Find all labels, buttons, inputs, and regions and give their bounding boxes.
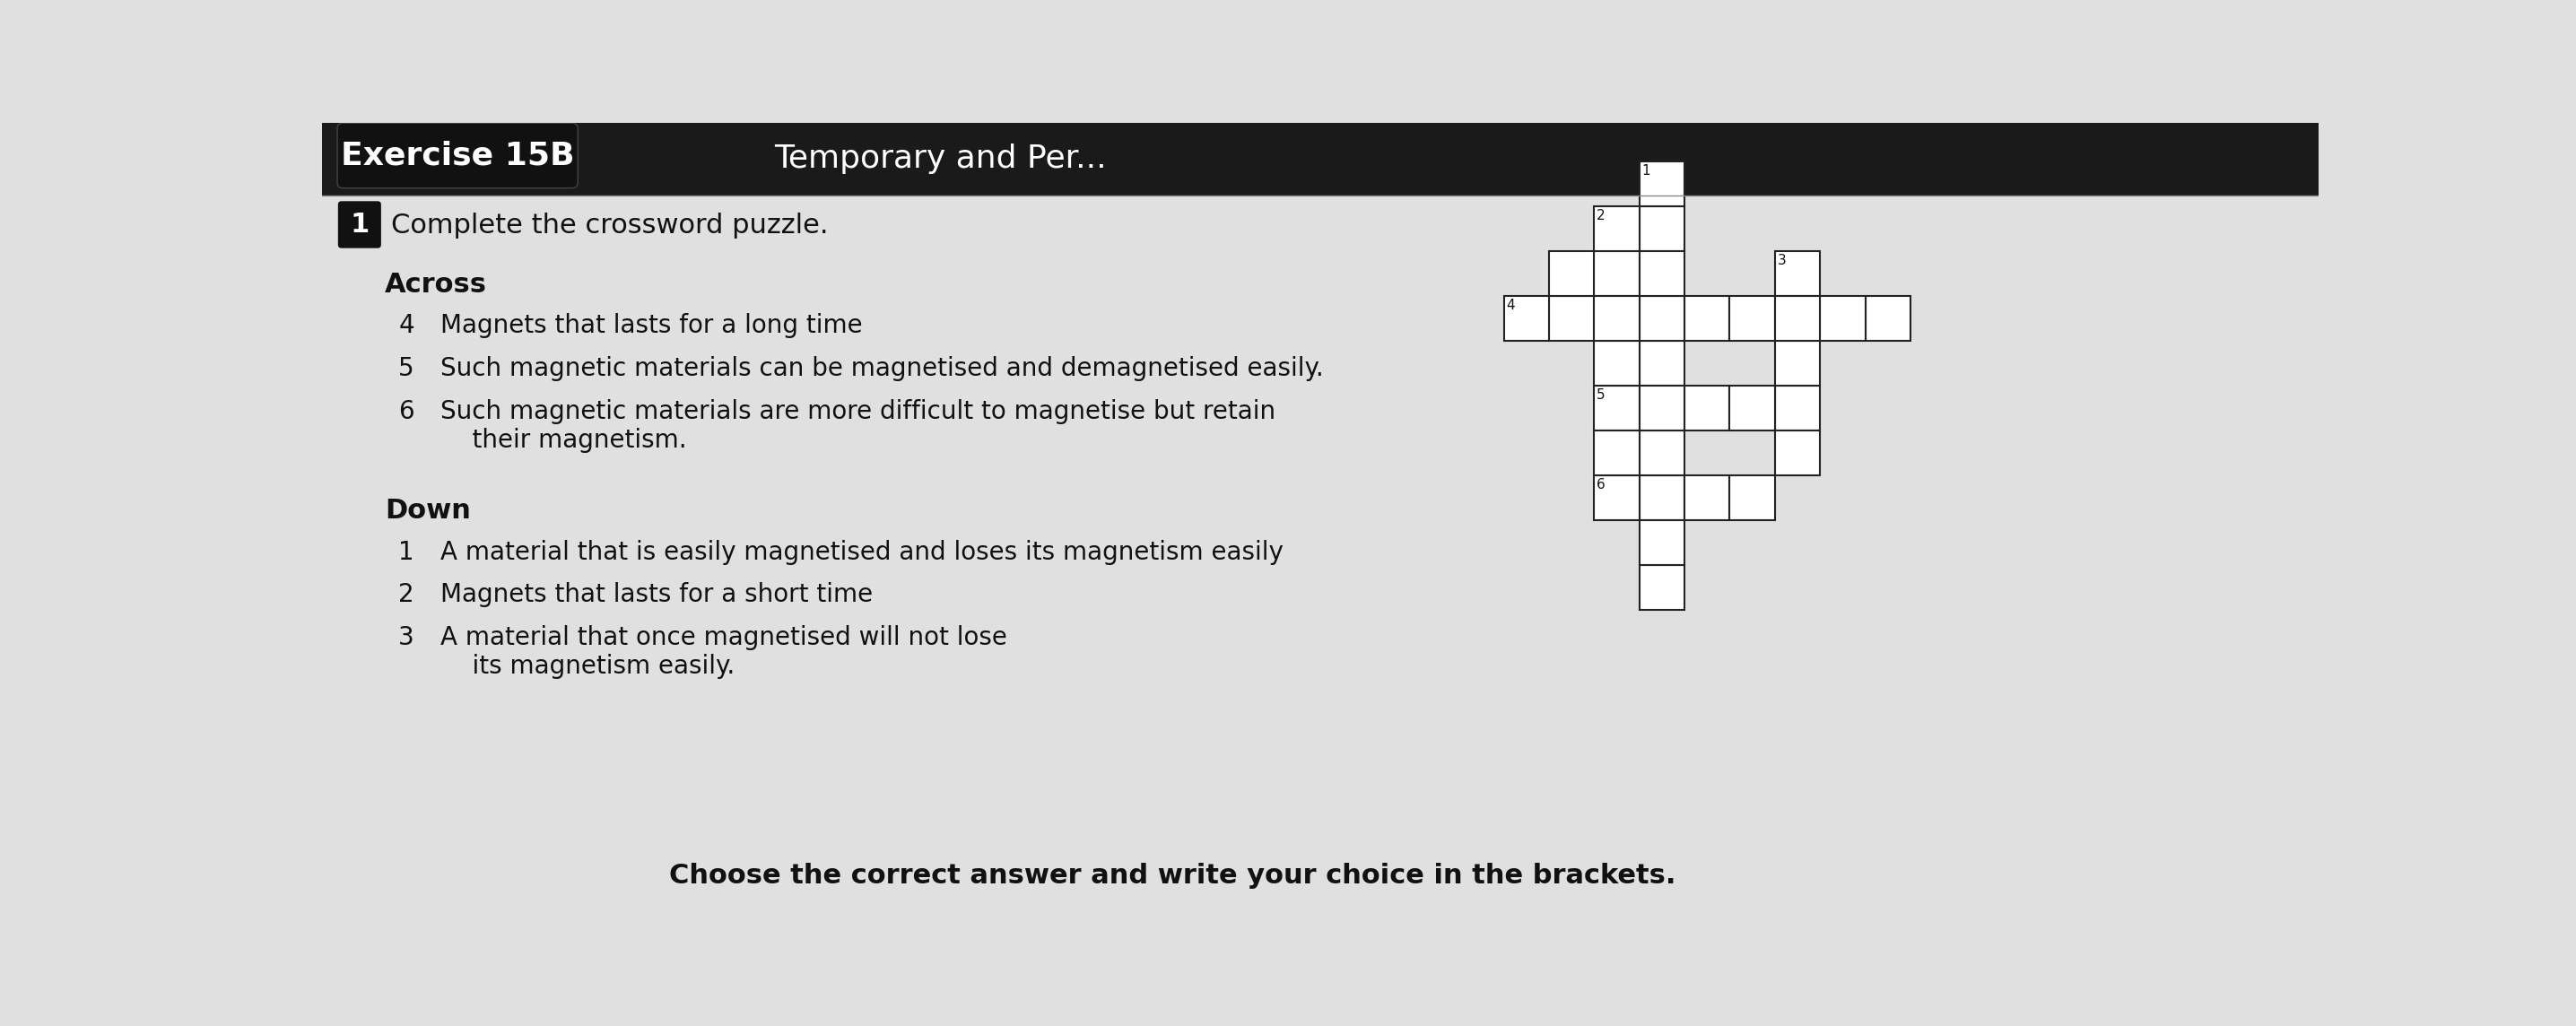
Text: 3: 3 [1777,253,1785,267]
Bar [1638,475,1685,520]
Bar [1775,431,1821,475]
Text: A material that once magnetised will not lose
    its magnetism easily.: A material that once magnetised will not… [440,625,1007,679]
Bar [1638,161,1685,206]
Bar [1548,295,1595,341]
Text: Exercise 15B: Exercise 15B [340,141,574,170]
Bar [1595,341,1638,386]
Text: 4: 4 [399,313,415,339]
Text: Magnets that lasts for a long time: Magnets that lasts for a long time [440,313,863,339]
Bar [1595,206,1638,251]
Text: Such magnetic materials are more difficult to magnetise but retain
    their mag: Such magnetic materials are more difficu… [440,399,1275,452]
Bar [1638,386,1685,431]
Text: 1: 1 [1641,164,1651,177]
Bar [1728,475,1775,520]
Bar [1775,386,1821,431]
Text: 6: 6 [1597,478,1605,491]
Bar [1548,251,1595,295]
Bar [322,123,2318,196]
Bar [1638,295,1685,341]
Text: Temporary and Per...: Temporary and Per... [773,144,1105,174]
Text: 2: 2 [1597,208,1605,223]
Bar [1638,520,1685,565]
Text: Magnets that lasts for a short time: Magnets that lasts for a short time [440,583,873,607]
Text: Across: Across [384,272,487,298]
Bar [1685,386,1728,431]
Bar [1775,295,1821,341]
Bar [1595,475,1638,520]
Bar [1685,295,1728,341]
Text: 5: 5 [1597,388,1605,402]
Text: Choose the correct answer and write your choice in the brackets.: Choose the correct answer and write your… [670,863,1677,889]
Bar [1821,295,1865,341]
Bar [1775,341,1821,386]
Text: Down: Down [384,498,471,524]
Text: 1: 1 [350,211,368,238]
Bar [1638,341,1685,386]
Bar [1595,386,1638,431]
Text: 5: 5 [399,356,415,381]
Bar [1728,386,1775,431]
FancyBboxPatch shape [337,123,577,188]
Bar [1595,251,1638,295]
Bar [1638,431,1685,475]
Text: 3: 3 [399,625,415,650]
Text: 1: 1 [399,540,415,564]
Text: Such magnetic materials can be magnetised and demagnetised easily.: Such magnetic materials can be magnetise… [440,356,1324,381]
Text: Complete the crossword puzzle.: Complete the crossword puzzle. [392,212,829,238]
Bar [1685,475,1728,520]
Bar [1638,251,1685,295]
Bar [1865,295,1911,341]
FancyBboxPatch shape [337,201,381,248]
Text: 6: 6 [399,399,415,424]
Bar [1638,206,1685,251]
Bar [1775,251,1821,295]
Bar [1504,295,1548,341]
Bar [1638,565,1685,610]
Bar [1728,295,1775,341]
Bar [1595,431,1638,475]
Text: A material that is easily magnetised and loses its magnetism easily: A material that is easily magnetised and… [440,540,1283,564]
Text: 2: 2 [399,583,415,607]
Bar [1595,295,1638,341]
Text: 4: 4 [1507,299,1515,312]
